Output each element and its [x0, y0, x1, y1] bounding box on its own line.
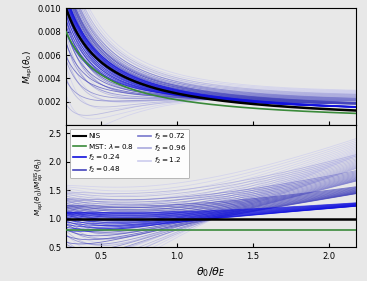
Legend: NIS, MST: $\lambda=0.8$, $f_2=0.24$, $f_2=0.48$, $f_2=0.72$, $f_2=0.96$, $f_2=1.: NIS, MST: $\lambda=0.8$, $f_2=0.24$, $f_…: [70, 128, 189, 178]
X-axis label: $\theta_0/\theta_E$: $\theta_0/\theta_E$: [196, 265, 226, 279]
Y-axis label: $M_{\rm ap}(\theta_0)/M_{\rm ap}^{\rm NIS}(\theta_0)$: $M_{\rm ap}(\theta_0)/M_{\rm ap}^{\rm NI…: [32, 157, 47, 216]
Y-axis label: $M_{\rm ap}(\theta_0)$: $M_{\rm ap}(\theta_0)$: [22, 50, 34, 84]
Text: 0.000: 0.000: [165, 125, 189, 134]
